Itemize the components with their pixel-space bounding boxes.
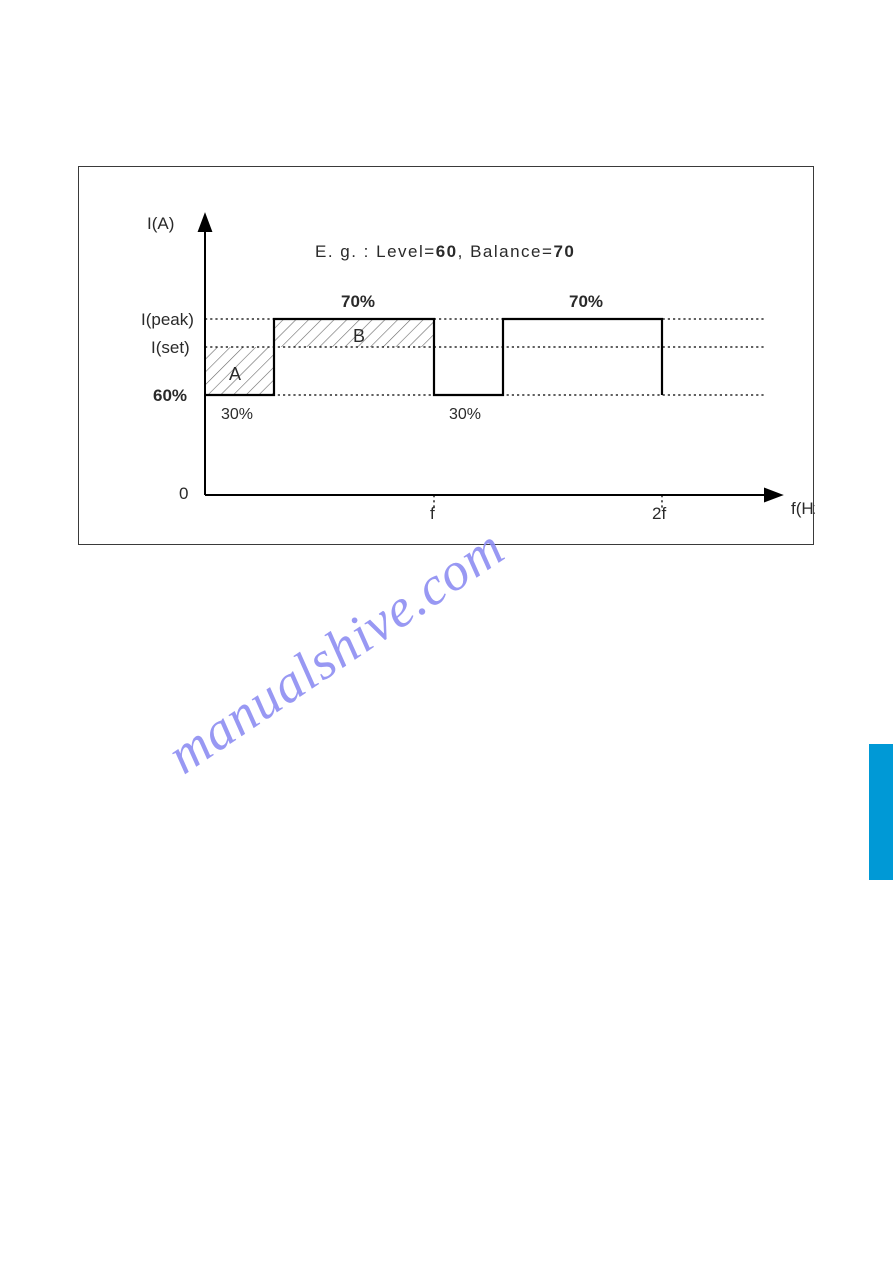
label-70-2: 70% — [569, 292, 603, 311]
watermark-text: manualshive.com — [156, 516, 515, 786]
label-30-2: 30% — [449, 406, 481, 423]
pulse-waveform — [205, 319, 662, 395]
dotted-grid — [205, 319, 765, 510]
ytick-iset: I(set) — [151, 338, 190, 357]
side-tab-marker — [869, 744, 893, 880]
xtick-2f: 2f — [652, 504, 666, 523]
ytick-60: 60% — [153, 386, 187, 405]
label-70-1: 70% — [341, 292, 375, 311]
label-region-a: A — [229, 364, 241, 384]
y-axis-label: I(A) — [147, 214, 174, 233]
label-30-1: 30% — [221, 406, 253, 423]
xtick-f: f — [430, 504, 435, 523]
figure-box: I(A) f(Hz) I(peak) I(set) 60% 0 E. g. : … — [78, 166, 814, 545]
ytick-zero: 0 — [179, 484, 188, 503]
x-axis-label: f(Hz) — [791, 499, 815, 518]
label-region-b: B — [353, 326, 365, 346]
example-settings-text: E. g. : Level=60, Balance=70 — [315, 242, 575, 261]
chart-diagram: I(A) f(Hz) I(peak) I(set) 60% 0 E. g. : … — [79, 167, 815, 546]
ytick-ipeak: I(peak) — [141, 310, 194, 329]
